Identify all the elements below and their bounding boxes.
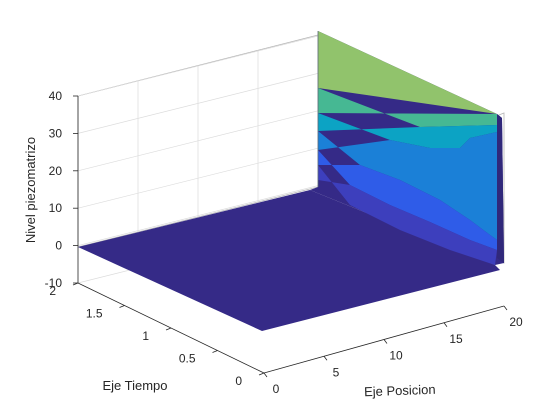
- x-tick: [323, 356, 328, 361]
- x-tick-label: 10: [389, 349, 403, 363]
- surface-band-2: [318, 165, 497, 265]
- y-axis-label: Eje Tiempo: [102, 378, 167, 393]
- x-tick: [443, 322, 448, 327]
- x-tick: [383, 339, 388, 344]
- ticks: [72, 95, 508, 378]
- surface: [78, 31, 504, 331]
- y-tick-label: 1.5: [86, 307, 103, 321]
- surface-band-3: [318, 150, 497, 250]
- surface-band-5: [318, 113, 497, 148]
- surface-band-6: [318, 88, 497, 127]
- z-tick-label: 40: [49, 89, 63, 103]
- y-tick: [72, 282, 79, 286]
- y-tick: [165, 327, 172, 331]
- x-tick-label: 0: [273, 382, 280, 396]
- x-tick: [503, 305, 508, 311]
- surface-band-7: [318, 31, 497, 114]
- y-tick-label: 0.5: [179, 352, 196, 366]
- y-tick: [119, 305, 125, 308]
- z-tick-label: 10: [49, 201, 63, 215]
- y-tick: [258, 372, 265, 376]
- y-tick-label: 0: [235, 374, 242, 388]
- z-axis-label: Nivel piezomatrizo: [23, 137, 38, 243]
- z-tick-label: 20: [49, 164, 63, 178]
- x-tick: [263, 372, 268, 378]
- x-axis-label: Eje Posicion: [364, 382, 436, 399]
- y-tick-label: 1: [142, 329, 149, 343]
- x-tick-label: 15: [449, 332, 463, 346]
- surface-band-4: [318, 131, 497, 240]
- x-tick-label: 20: [509, 315, 523, 329]
- z-tick-label: 0: [55, 239, 62, 253]
- z-tick-label: -10: [45, 276, 63, 290]
- y-tick-label: 2: [49, 284, 56, 298]
- surface-edge-face: [497, 114, 504, 263]
- x-tick-label: 5: [333, 365, 340, 379]
- y-tick: [212, 350, 218, 353]
- z-tick-label: 30: [49, 126, 63, 140]
